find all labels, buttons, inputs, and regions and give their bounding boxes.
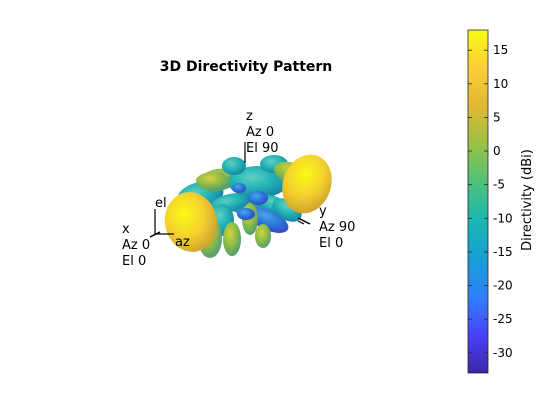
colorbar-fill xyxy=(467,29,489,374)
x-axis-line xyxy=(149,231,161,238)
colorbar-ticks: 15 10 5 0 -5 -10 -15 -20 -25 -30 xyxy=(468,43,513,360)
colorbar-tick-label: 10 xyxy=(493,77,508,91)
radiation-pattern xyxy=(164,154,332,258)
colorbar-tick-label: -5 xyxy=(493,178,505,192)
y-axis-line xyxy=(297,217,311,225)
main-lobe-x xyxy=(164,192,218,252)
colorbar-tick-label: -20 xyxy=(493,279,513,293)
az-axis-label: az xyxy=(175,235,190,250)
colorbar-tick-label: -30 xyxy=(493,346,513,360)
chart-title: 3D Directivity Pattern xyxy=(160,59,333,75)
colorbar-tick-label: 5 xyxy=(493,110,501,124)
el-axis-label: el xyxy=(155,196,167,211)
colorbar-tick-label: -25 xyxy=(493,312,513,326)
x-axis-label: x Az 0 El 0 xyxy=(122,222,154,269)
axes-triad xyxy=(149,142,311,238)
center-blue-top xyxy=(232,183,246,193)
lobe-front-green-4 xyxy=(255,224,271,248)
main-lobe-y xyxy=(282,154,332,214)
y-axis-label: y Az 90 El 0 xyxy=(319,204,360,251)
colorbar-tick-label: 15 xyxy=(493,43,508,57)
lobe-upper-left-green xyxy=(196,172,230,190)
lobe-back-top xyxy=(222,157,246,175)
petal-5 xyxy=(247,207,289,233)
colorbar: 15 10 5 0 -5 -10 -15 -20 -25 -30 Directivity (dBi… xyxy=(467,29,535,374)
colorbar-tick-label: -10 xyxy=(493,211,513,225)
colorbar-label: Directivity (dBi) xyxy=(520,149,535,251)
center-blue-bottom xyxy=(237,208,255,220)
petal-4 xyxy=(248,191,268,205)
colorbar-tick-label: 0 xyxy=(493,144,501,158)
colorbar-tick-label: -15 xyxy=(493,245,513,259)
z-axis-label: z Az 0 El 90 xyxy=(246,109,279,156)
lobe-front-green-2 xyxy=(223,222,241,256)
y-axis-tick xyxy=(297,220,305,225)
